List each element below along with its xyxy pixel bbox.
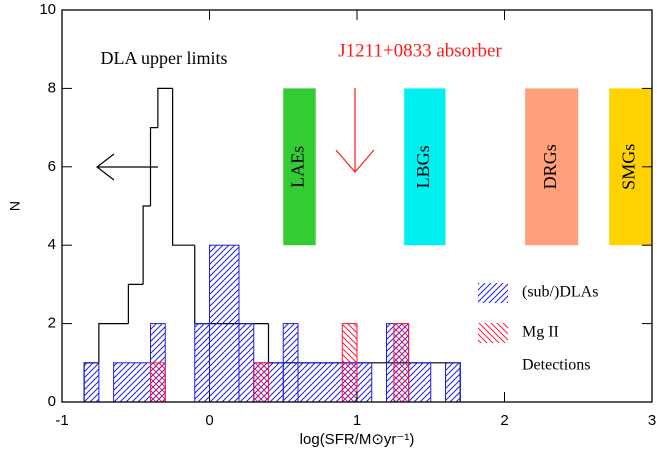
histogram-bar (113, 362, 151, 403)
histogram-bar (83, 362, 100, 403)
legend-label: Mg II (522, 324, 559, 341)
annotation: DLA upper limits (101, 48, 228, 68)
x-tick-label: -1 (55, 412, 68, 429)
y-axis-label: N (7, 201, 23, 211)
legend-swatch (478, 283, 508, 303)
histogram-bar (393, 323, 410, 403)
x-tick-label: 2 (500, 412, 508, 429)
band-label: LAEs (288, 146, 308, 188)
x-tick-label: 3 (648, 412, 656, 429)
annotation: J1211+0833 absorber (338, 40, 502, 61)
x-axis-label: log(SFR/M⊙yr⁻¹) (300, 431, 415, 448)
x-tick-label: 0 (205, 412, 213, 429)
histogram-bar (253, 362, 269, 403)
limit-arrow (96, 153, 158, 181)
plot-area: LAEs LBGs DRGs SMGs (83, 87, 652, 403)
histogram-bar (282, 323, 299, 403)
y-tick-label: 10 (39, 1, 56, 18)
legend-note: Detections (522, 357, 590, 374)
band-label: LBGs (413, 145, 433, 188)
band (283, 88, 316, 246)
y-tick-label: 6 (48, 158, 56, 175)
histogram-bar (408, 362, 432, 403)
band-label: SMGs (619, 144, 639, 190)
y-tick-label: 2 (48, 315, 56, 332)
histogram-step (172, 88, 195, 246)
histogram-step (127, 283, 144, 324)
histogram-step (149, 127, 158, 206)
histogram-step (157, 87, 173, 128)
legend-label: (sub/)DLAs (522, 284, 598, 301)
histogram-bar (445, 362, 461, 403)
histogram-bar (194, 323, 210, 403)
histogram-step (142, 205, 151, 285)
histogram-bar (209, 244, 240, 403)
histogram-bar (150, 362, 166, 403)
histogram-bar (238, 323, 255, 403)
absorber-arrow (335, 88, 375, 173)
y-tick-label: 8 (48, 79, 56, 96)
band (404, 88, 446, 246)
histogram-bar (341, 323, 358, 403)
legend-swatch (478, 323, 508, 343)
histogram-bar (297, 362, 373, 403)
y-tick-label: 4 (48, 236, 56, 253)
x-tick-label: 1 (353, 412, 361, 429)
histogram-step (98, 323, 129, 363)
y-tick-label: 0 (48, 393, 56, 410)
band-label: DRGs (540, 144, 560, 189)
band (525, 88, 579, 246)
